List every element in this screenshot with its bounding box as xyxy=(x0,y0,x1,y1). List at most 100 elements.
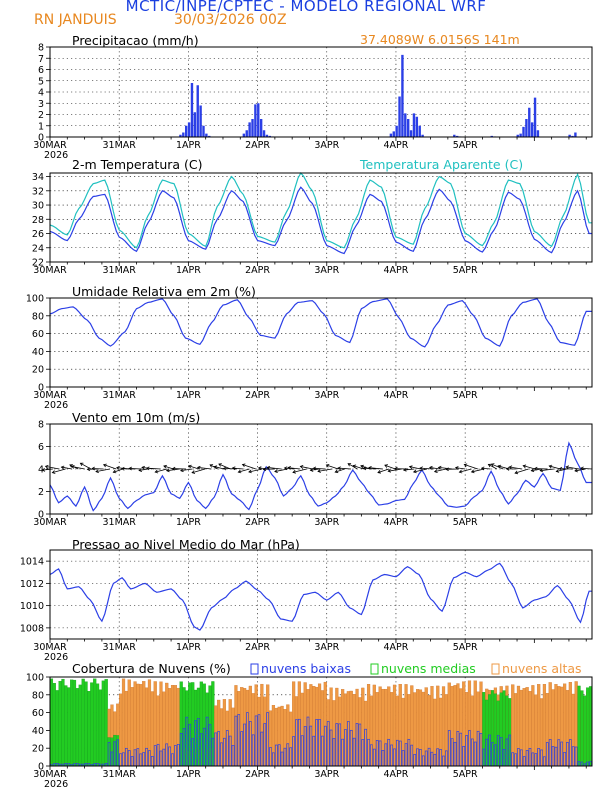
x-tick-label: 2APR xyxy=(245,265,270,276)
x-tick-label: 2APR xyxy=(245,390,270,401)
panel-frame xyxy=(49,297,593,388)
x-tick-label: 2APR xyxy=(245,769,270,780)
wind-arrow-head xyxy=(490,463,495,467)
panel-temperature: 22 24 26 28 30 32 34 30MAR 31MAR 1APR 2APR 3APR 4APR… xyxy=(32,157,593,276)
cloud-legend-label: nuvens baixas xyxy=(261,661,351,676)
wind-arrow-head xyxy=(44,464,49,469)
year-label: 2026 xyxy=(44,150,68,161)
wind-arrow xyxy=(113,468,123,473)
wind-arrow xyxy=(540,468,554,472)
cloud-legend-label: nuvens altas xyxy=(502,661,582,676)
x-tick-label: 30MAR xyxy=(33,769,67,780)
wind-arrow-head xyxy=(41,467,46,472)
wind-arrow-head xyxy=(312,466,317,471)
wind-arrow-head xyxy=(141,465,145,470)
cloud-high-bar xyxy=(150,691,154,767)
wind-arrow-head xyxy=(248,469,252,474)
precip-bar xyxy=(406,119,410,137)
wind-arrow xyxy=(464,464,478,470)
x-tick-label: 1APR xyxy=(176,140,201,151)
precip-bar xyxy=(265,134,269,137)
wind-arrow xyxy=(403,468,415,471)
precip-bar xyxy=(536,130,540,137)
station-coords: 37.4089W 6.0156S 141m xyxy=(360,32,520,47)
precip-bar xyxy=(179,134,182,137)
wind-arrow xyxy=(139,468,149,471)
precip-bar xyxy=(205,133,208,137)
cloud-mid-bar xyxy=(72,679,77,767)
cloud-high-bar xyxy=(441,686,446,767)
wind-arrow-head xyxy=(530,468,535,473)
precip-bar xyxy=(418,125,421,137)
precip-bar xyxy=(398,96,401,137)
x-tick-label: 5APR xyxy=(453,642,478,653)
wind-arrow xyxy=(197,467,212,470)
precip-bar xyxy=(248,122,251,137)
x-tick-label: 4APR xyxy=(384,517,409,528)
x-tick-label: 1APR xyxy=(176,769,201,780)
precip-bar xyxy=(522,126,525,137)
y-tick-label: 60 xyxy=(32,708,44,719)
wind-arrow xyxy=(471,468,485,473)
y-tick-label: 6 xyxy=(38,442,44,453)
y-tick-label: 5 xyxy=(38,76,44,87)
y-tick-label: 0 xyxy=(38,762,44,773)
precip-bar xyxy=(242,133,246,137)
wind-arrow-head xyxy=(121,466,125,471)
wind-arrow xyxy=(335,468,345,473)
wind-arrow xyxy=(92,468,104,470)
wind-arrow-head xyxy=(69,464,73,468)
y-tick-label: 1012 xyxy=(20,579,44,590)
y-tick-label: 34 xyxy=(32,172,44,183)
cloud-mid-bar xyxy=(101,680,105,767)
wind-arrow-head xyxy=(558,466,563,471)
wind-arrow-head xyxy=(86,467,91,472)
wind-arrow xyxy=(368,467,383,470)
wind-arrow xyxy=(549,465,561,470)
y-tick-label: 40 xyxy=(32,726,44,737)
wind-arrow xyxy=(481,467,491,470)
wind-arrow xyxy=(71,465,85,470)
wind-arrow xyxy=(238,468,250,473)
wind-arrow-head xyxy=(508,465,513,470)
wind-arrow-head xyxy=(266,465,271,470)
wind-arrow-head xyxy=(257,466,262,471)
y-tick-label: 20 xyxy=(32,365,44,376)
wind-arrow xyxy=(413,468,428,473)
wind-arrow-head xyxy=(387,468,392,473)
wind-arrow-head xyxy=(138,468,143,472)
x-tick-label: 30MAR xyxy=(33,642,67,653)
header-title: MCTIC/INPE/CPTEC - MODELO REGIONAL WRF xyxy=(125,0,487,15)
wind-arrow-head xyxy=(191,470,196,474)
wind-arrow-head xyxy=(505,466,510,471)
wind-arrow xyxy=(258,467,269,470)
x-tick-label: 2APR xyxy=(245,517,270,528)
year-label: 2026 xyxy=(44,652,68,663)
wind-arrow xyxy=(514,468,529,474)
wind-arrow-head xyxy=(454,466,459,470)
precip-bar xyxy=(208,135,211,137)
x-tick-label: 30MAR xyxy=(33,140,67,151)
wind-arrow-head xyxy=(555,469,560,473)
y-tick-label: 4 xyxy=(38,88,44,99)
x-tick-label: 4APR xyxy=(384,390,409,401)
cloud-legend-swatch xyxy=(491,663,500,675)
precip-bar xyxy=(259,119,263,137)
wind-arrow xyxy=(223,468,237,470)
x-tick-label: 5APR xyxy=(453,390,478,401)
cloud-mid-bar xyxy=(52,682,56,767)
x-tick-label: 1APR xyxy=(176,517,201,528)
precip-bar xyxy=(568,134,571,137)
cloud-mid-bar xyxy=(583,695,587,767)
x-tick-label: 1APR xyxy=(176,265,201,276)
wind-arrow-head xyxy=(274,469,278,473)
wind-arrow xyxy=(455,467,466,470)
wind-arrow-head xyxy=(480,466,485,471)
y-tick-label: 100 xyxy=(26,294,44,305)
y-tick-label: 6 xyxy=(38,65,44,76)
wind-arrow-head xyxy=(437,465,442,470)
y-tick-label: 40 xyxy=(32,347,44,358)
apparent-temp-legend: Temperatura Aparente (C) xyxy=(359,157,523,172)
x-tick-label: 2APR xyxy=(245,140,270,151)
